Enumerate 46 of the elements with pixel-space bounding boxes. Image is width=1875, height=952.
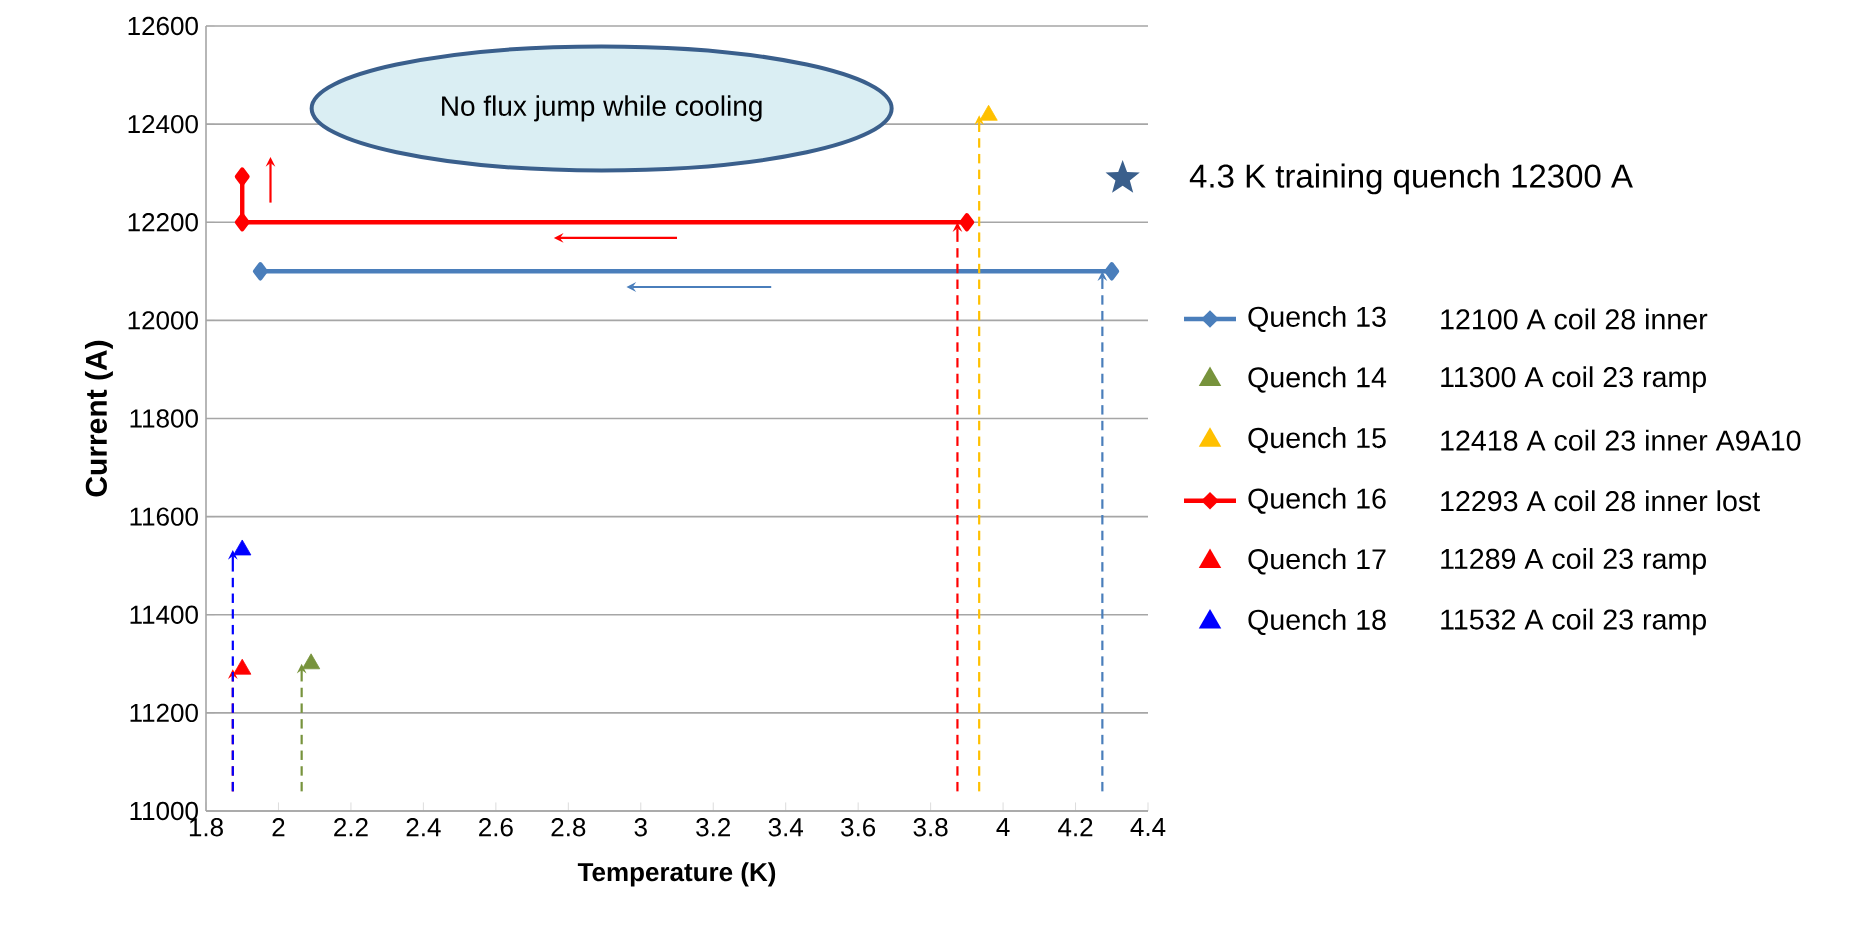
x-tick-label: 2 xyxy=(272,818,285,837)
x-tick-label: 4 xyxy=(996,818,1010,836)
x-tick-label: 3 xyxy=(634,818,647,837)
y-tick-label: 11800 xyxy=(130,409,198,428)
text: 12293 A coil 28 inner lost xyxy=(1441,490,1760,512)
point xyxy=(302,653,321,670)
text: 11532 A coil 23 ramp xyxy=(1441,608,1706,636)
y-tick-label: 12200 xyxy=(128,213,198,232)
legend-label: Quench 17 xyxy=(1248,548,1386,575)
series-label: 4.3 K training quench 12300 A xyxy=(1189,163,1633,195)
x-tick-label: 3.4 xyxy=(768,818,804,837)
legend-label: Quench 18 xyxy=(1248,608,1386,636)
x-axis-title: Temperature (K) xyxy=(577,862,776,887)
x-tick-label: 2.2 xyxy=(334,818,368,837)
point xyxy=(959,213,975,232)
annotation: No flux jump while cooling xyxy=(442,95,762,122)
text: 12418 A coil 23 inner A9A10 xyxy=(1441,429,1801,451)
x-tick-label: 2.6 xyxy=(479,818,513,837)
x-tick-label: 4.2 xyxy=(1058,818,1093,837)
text: 12100 A coil 28 inner xyxy=(1441,308,1708,330)
point xyxy=(233,539,252,556)
y-tick-label: 12000 xyxy=(128,311,198,330)
x-tick-label: 4.4 xyxy=(1130,818,1166,836)
x-tick-label: 2.8 xyxy=(551,818,586,837)
x-tick-label: 3.8 xyxy=(913,818,948,837)
y-tick-label: 11200 xyxy=(130,703,198,723)
legend-label: Quench 13 xyxy=(1248,305,1386,333)
legend-label: Quench 16 xyxy=(1248,487,1386,514)
point xyxy=(1104,262,1120,281)
point xyxy=(1105,160,1140,193)
y-tick-label: 12400 xyxy=(128,114,198,134)
point xyxy=(234,213,250,232)
point xyxy=(234,167,250,186)
text: 11289 A coil 23 ramp xyxy=(1441,548,1706,575)
point xyxy=(233,658,252,675)
legend-label: Quench 14 xyxy=(1248,366,1387,393)
point xyxy=(252,262,268,281)
x-tick-label: 3.6 xyxy=(841,818,876,837)
y-axis-title: Current (A) xyxy=(84,340,113,497)
text: 11300 A coil 23 ramp xyxy=(1441,366,1706,393)
x-tick-label: 2.4 xyxy=(406,818,441,837)
legend-label: Quench 15 xyxy=(1248,427,1386,454)
y-tick-label: 11600 xyxy=(130,507,198,526)
y-tick-label: 12600 xyxy=(128,16,198,36)
y-tick-label: 11400 xyxy=(130,605,198,624)
x-tick-label: 3.2 xyxy=(696,818,730,837)
